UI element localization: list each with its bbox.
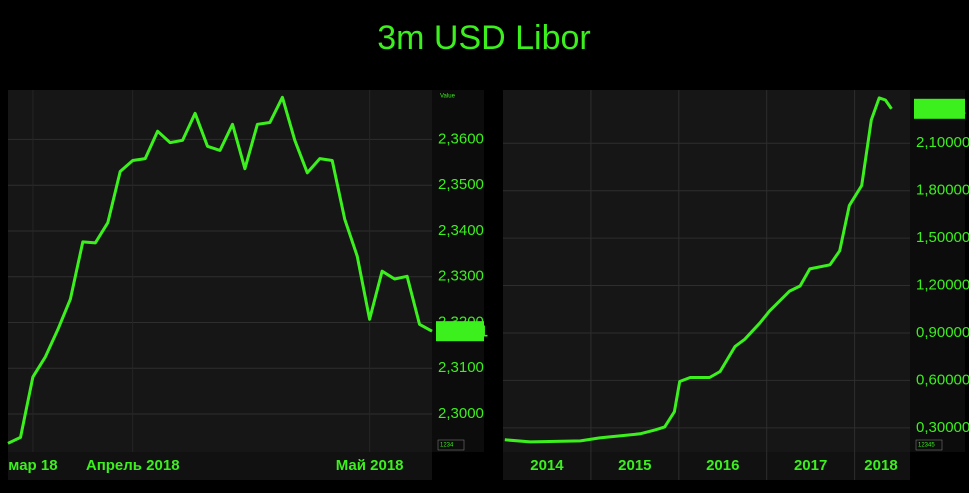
y-tick-label: 2,3400 — [438, 222, 484, 239]
y-tick-label: 1,80000 — [916, 182, 969, 199]
x-tick-label: 2015 — [618, 457, 651, 474]
y-tick-label: 2,3500 — [438, 176, 484, 193]
y-tick-label: 0,60000 — [916, 371, 969, 388]
y-tick-label: 2,10000 — [916, 134, 969, 151]
corner-box — [915, 439, 943, 451]
x-tick-label: 2017 — [794, 457, 827, 474]
corner-label: 12345 — [918, 443, 935, 449]
series-line — [504, 96, 893, 444]
y-tick-label: 2,3100 — [438, 359, 484, 376]
value-label: 2,3181 — [439, 323, 488, 340]
value-label-box — [436, 321, 484, 342]
x-tick-label: Апрель 2018 — [86, 457, 180, 474]
y-tick-label: 2,3600 — [438, 130, 484, 147]
y-tick-label: 1,20000 — [916, 277, 969, 294]
x-tick-label: мар 18 — [8, 457, 57, 474]
plot-area — [8, 90, 432, 452]
x-tick-label: 2016 — [706, 457, 739, 474]
page-title: 3m USD Libor — [377, 19, 591, 57]
x-tick-label: 2018 — [864, 457, 897, 474]
y-tick-label: 2,3300 — [438, 268, 484, 285]
y-axis-area — [432, 90, 484, 452]
x-tick-label: Май 2018 — [336, 457, 404, 474]
y-tick-label: 1,50000 — [916, 229, 969, 246]
y-axis-label: Value — [440, 94, 456, 100]
x-tick-label: 2014 — [530, 457, 564, 474]
y-tick-label: 0,30000 — [916, 419, 969, 436]
value-label-box — [914, 98, 965, 119]
series-line — [7, 95, 433, 445]
y-tick-label: 2,3000 — [438, 405, 484, 422]
y-tick-label: 0,90000 — [916, 324, 969, 341]
corner-box — [437, 439, 465, 451]
corner-label: 1234 — [440, 443, 454, 449]
value-label: 2,3181 — [917, 101, 966, 118]
x-axis-area — [8, 452, 432, 480]
y-axis-area — [910, 90, 965, 452]
plot-area — [503, 90, 910, 452]
x-axis-area — [503, 452, 910, 480]
